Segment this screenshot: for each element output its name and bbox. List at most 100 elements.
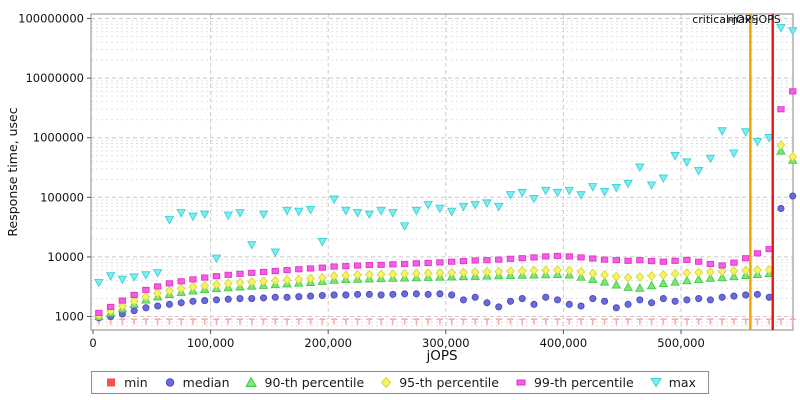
- series-95-th-percentile: [94, 140, 798, 321]
- p99-marker: [471, 257, 479, 264]
- p95-marker: [717, 266, 727, 277]
- p90-marker: [682, 275, 692, 285]
- min-marker: [425, 318, 432, 325]
- p99-marker: [765, 246, 773, 253]
- p99-marker: [212, 273, 221, 280]
- min-marker: [436, 318, 443, 325]
- min-marker: [625, 318, 632, 325]
- min-marker: [683, 318, 690, 325]
- series-median: [95, 192, 797, 322]
- y-tick-label: 100000: [40, 190, 84, 204]
- min-marker: [483, 318, 490, 325]
- plot-border: [90, 13, 794, 331]
- min-marker: [201, 318, 208, 325]
- min-marker: [495, 318, 502, 325]
- legend-label: max: [668, 375, 696, 390]
- median-marker: [636, 296, 644, 304]
- p99-marker: [718, 262, 726, 269]
- p99-marker: [412, 260, 421, 267]
- x-tick-label: 200,000: [304, 336, 352, 350]
- p95-marker: [470, 267, 480, 278]
- median-marker: [412, 290, 420, 298]
- min-marker: [307, 318, 314, 325]
- median-marker: [224, 295, 232, 303]
- p95-marker: [588, 268, 598, 279]
- p95-marker: [223, 278, 233, 289]
- legend-item-median: median: [163, 375, 230, 390]
- min-marker: [672, 318, 679, 325]
- p90-marker: [705, 273, 716, 282]
- p95-marker: [364, 269, 374, 280]
- max-marker: [246, 241, 257, 250]
- p95-marker: [705, 267, 715, 277]
- p99-marker: [400, 260, 409, 268]
- max-marker: [329, 195, 339, 205]
- p95-marker: [694, 267, 704, 278]
- y-axis-title: Response time, usec: [5, 107, 20, 236]
- min-marker: [777, 318, 784, 325]
- p99-marker: [565, 253, 573, 260]
- min-marker: [660, 318, 667, 325]
- min-marker: [131, 318, 138, 325]
- max-marker: [658, 174, 669, 184]
- median-marker: [695, 295, 703, 303]
- p90-marker: [623, 282, 633, 291]
- median-marker: [777, 204, 785, 213]
- p99-marker: [189, 276, 197, 283]
- p99-marker: [506, 255, 515, 262]
- p95-marker: [482, 267, 492, 277]
- max-marker: [764, 134, 774, 143]
- median-marker: [765, 293, 773, 301]
- median-marker: [389, 290, 397, 298]
- median-marker: [659, 295, 667, 303]
- max-marker: [505, 191, 516, 200]
- max-marker: [152, 269, 163, 278]
- median-marker: [307, 292, 315, 300]
- min-marker: [542, 318, 549, 325]
- median-marker: [189, 297, 197, 305]
- median-marker: [612, 304, 620, 312]
- median-marker: [601, 297, 609, 305]
- p95-marker: [753, 265, 762, 275]
- max-marker: [94, 278, 104, 288]
- max-marker: [682, 158, 692, 167]
- median-marker: [177, 299, 185, 307]
- p99-marker: [495, 256, 503, 263]
- p95-marker: [411, 268, 421, 279]
- max-marker: [740, 128, 751, 137]
- p90-marker: [646, 280, 657, 290]
- p99-marker: [624, 257, 632, 264]
- p95-marker: [741, 265, 751, 276]
- max-marker: [223, 211, 234, 221]
- min-marker: [378, 318, 385, 325]
- max-marker: [588, 183, 598, 192]
- median-marker: [318, 291, 326, 300]
- min-marker: [554, 318, 561, 325]
- critical-jops-label: critical-jOPS: [692, 13, 758, 26]
- p99-marker: [154, 283, 162, 290]
- legend-item-99-th-percentile: 99-th percentile: [514, 375, 634, 390]
- median-marker: [154, 302, 162, 310]
- max-marker: [270, 248, 281, 258]
- min-marker: [754, 318, 761, 325]
- median-marker: [259, 294, 268, 302]
- median-marker: [648, 299, 656, 307]
- p99-marker: [353, 262, 362, 269]
- max-marker: [282, 206, 292, 216]
- legend-marker-90-th-percentile: [245, 376, 258, 387]
- p99-marker: [671, 257, 679, 264]
- max-marker: [105, 272, 116, 281]
- p90-marker: [588, 274, 598, 284]
- min-marker: [730, 318, 737, 325]
- p95-marker: [447, 267, 457, 278]
- p99-marker: [295, 266, 303, 273]
- x-tick-label: 300,000: [422, 336, 470, 350]
- p99-marker: [483, 257, 491, 264]
- max-marker: [199, 210, 210, 220]
- series-99-th-percentile: [95, 88, 797, 316]
- p95-marker: [247, 277, 257, 287]
- max-marker: [611, 184, 622, 193]
- min-marker: [589, 318, 596, 325]
- p95-marker: [541, 265, 551, 276]
- p99-marker: [542, 253, 550, 260]
